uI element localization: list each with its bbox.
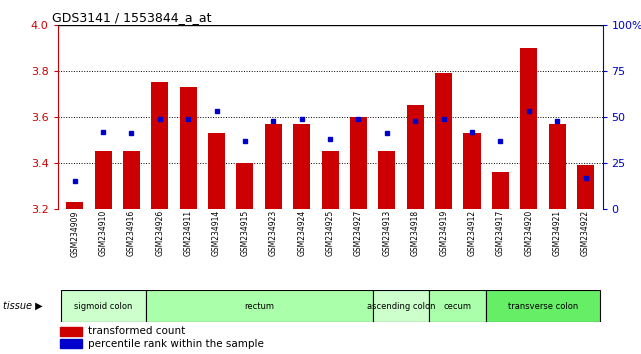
Bar (265, 124, 282, 209)
Bar (237, 163, 253, 209)
Bar (60, 290, 146, 322)
Bar (486, 290, 600, 322)
Bar (123, 152, 140, 209)
Bar (66, 202, 83, 209)
Bar (146, 290, 372, 322)
Bar (429, 290, 486, 322)
Text: ascending colon: ascending colon (367, 302, 435, 311)
Text: tissue ▶: tissue ▶ (3, 301, 43, 311)
Bar (520, 48, 537, 209)
Bar (577, 165, 594, 209)
Text: rectum: rectum (244, 302, 274, 311)
Bar (492, 172, 509, 209)
Bar (95, 152, 112, 209)
Text: cecum: cecum (444, 302, 472, 311)
Bar (322, 152, 338, 209)
Bar (378, 152, 395, 209)
Bar (407, 105, 424, 209)
Bar (372, 290, 429, 322)
Bar (463, 133, 481, 209)
Text: percentile rank within the sample: percentile rank within the sample (88, 338, 263, 349)
Bar (208, 133, 225, 209)
Bar (549, 124, 565, 209)
Bar (293, 124, 310, 209)
Bar (60, 327, 82, 336)
Bar (350, 117, 367, 209)
Text: sigmoid colon: sigmoid colon (74, 302, 132, 311)
Text: transformed count: transformed count (88, 326, 185, 336)
Bar (435, 73, 452, 209)
Bar (151, 82, 169, 209)
Text: GDS3141 / 1553844_a_at: GDS3141 / 1553844_a_at (53, 11, 212, 24)
Bar (60, 339, 82, 348)
Bar (179, 87, 197, 209)
Text: transverse colon: transverse colon (508, 302, 578, 311)
